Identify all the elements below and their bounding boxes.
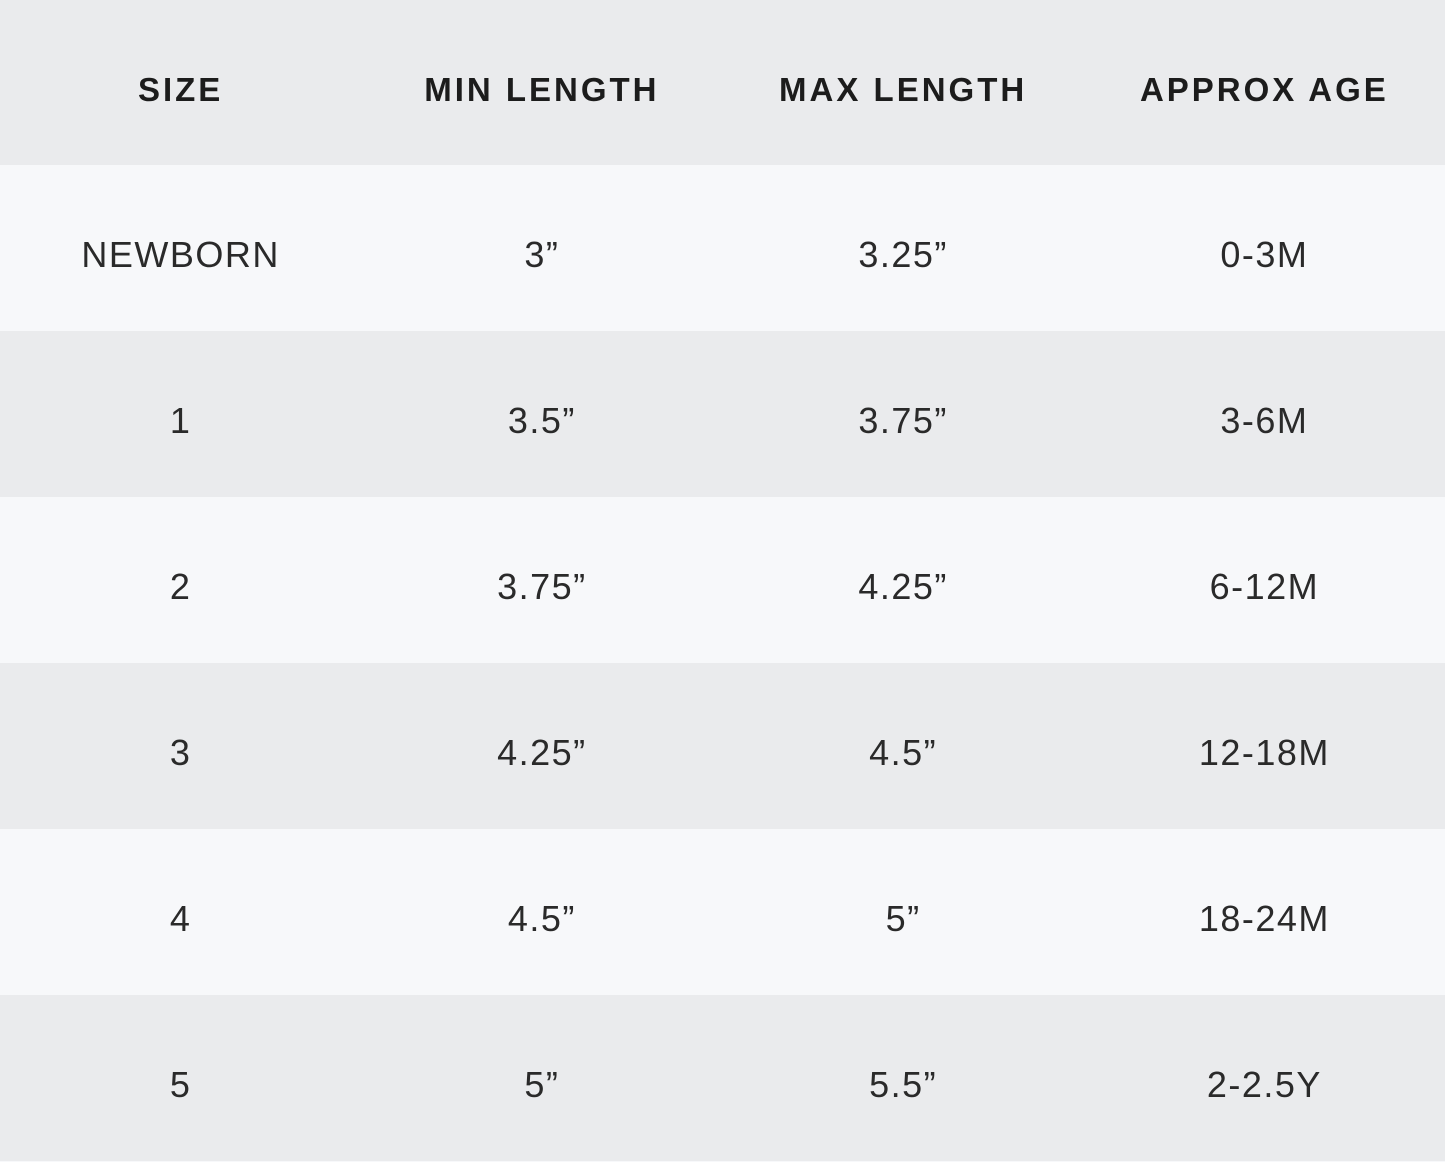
table-row: NEWBORN 3” 3.25” 0-3M (0, 165, 1445, 331)
cell-min-length: 5” (524, 1064, 560, 1105)
table-row: 2 3.75” 4.25” 6-12M (0, 497, 1445, 663)
cell-size: 1 (169, 400, 192, 441)
cell-max-length: 5” (885, 898, 921, 939)
table-header-row: SIZE MIN LENGTH MAX LENGTH APPROX AGE (0, 0, 1445, 165)
column-header-min-length: MIN LENGTH (424, 70, 660, 108)
cell-max-length: 3.75” (858, 400, 948, 441)
cell-approx-age: 18-24M (1198, 898, 1330, 939)
cell-approx-age: 0-3M (1220, 234, 1309, 275)
cell-approx-age: 3-6M (1220, 400, 1309, 441)
cell-size: 4 (169, 898, 192, 939)
cell-max-length: 4.5” (869, 732, 938, 773)
cell-min-length: 3” (524, 234, 560, 275)
cell-size: 2 (169, 566, 192, 607)
table-row: 1 3.5” 3.75” 3-6M (0, 331, 1445, 497)
column-header-size: SIZE (137, 70, 224, 108)
cell-max-length: 3.25” (858, 234, 948, 275)
table-row: 5 5” 5.5” 2-2.5Y (0, 995, 1445, 1161)
cell-min-length: 4.25” (497, 732, 587, 773)
table-row: 3 4.25” 4.5” 12-18M (0, 663, 1445, 829)
cell-size: NEWBORN (81, 234, 280, 275)
cell-approx-age: 2-2.5Y (1206, 1064, 1322, 1105)
cell-size: 5 (169, 1064, 192, 1105)
column-header-max-length: MAX LENGTH (779, 70, 1028, 108)
cell-approx-age: 6-12M (1209, 566, 1320, 607)
cell-max-length: 5.5” (869, 1064, 938, 1105)
cell-min-length: 3.75” (497, 566, 587, 607)
table-row: 4 4.5” 5” 18-24M (0, 829, 1445, 995)
cell-max-length: 4.25” (858, 566, 948, 607)
column-header-approx-age: APPROX AGE (1139, 70, 1389, 108)
cell-approx-age: 12-18M (1198, 732, 1330, 773)
cell-min-length: 4.5” (507, 898, 576, 939)
cell-min-length: 3.5” (507, 400, 576, 441)
cell-size: 3 (169, 732, 192, 773)
